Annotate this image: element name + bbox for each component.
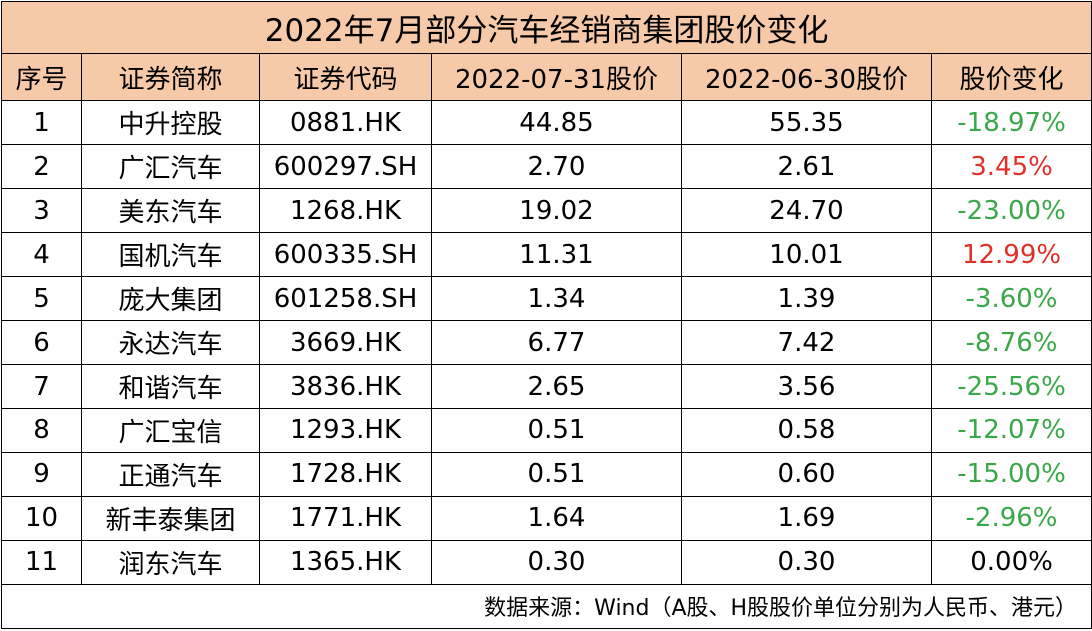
cell: 600335.SH [259,232,432,278]
cell: 0.51 [431,451,682,497]
cell: 10.01 [681,232,932,278]
cell: 永达汽车 [81,320,260,366]
header-cell: 证券代码 [259,53,432,102]
cell: 24.70 [681,188,932,234]
cell: 国机汽车 [81,232,260,278]
cell: 1.34 [431,276,682,322]
cell: 1268.HK [259,188,432,234]
data-row: 6 永达汽车 3669.HK 6.77 7.42 -8.76% [1,320,1092,366]
cell: 庞大集团 [81,276,260,322]
cell: 19.02 [431,188,682,234]
cell: 1.39 [681,276,932,322]
cell: 新丰泰集团 [81,495,260,541]
cell: 0.30 [681,539,932,585]
cell: 2.61 [681,144,932,190]
cell: -3.60% [930,276,1092,322]
cell: 3.56 [681,364,932,409]
cell: -2.96% [930,495,1092,541]
cell: 1365.HK [259,539,432,585]
cell: 3.45% [930,144,1092,190]
cell: 润东汽车 [81,539,260,585]
cell: 8 [1,407,82,453]
cell: 0.51 [431,407,682,453]
cell: 1 [1,100,82,146]
cell: 7 [1,364,82,409]
cell: 广汇汽车 [81,144,260,190]
title-row: 2022年7月部分汽车经销商集团股价变化 [0,0,1092,55]
data-row: 11 润东汽车 1365.HK 0.30 0.30 0.00% [1,539,1092,585]
cell: -15.00% [930,451,1092,497]
cell: 正通汽车 [81,451,260,497]
cell: 6 [1,320,82,366]
source-note: 数据来源：Wind（A股、H股股价单位分别为人民币、港元） [0,583,1092,630]
cell: 1293.HK [259,407,432,453]
cell: 601258.SH [259,276,432,322]
data-row: 8 广汇宝信 1293.HK 0.51 0.58 -12.07% [1,407,1092,453]
cell: 11.31 [431,232,682,278]
header-cell: 序号 [1,53,82,102]
cell: 0.00% [930,539,1092,585]
cell: 3669.HK [259,320,432,366]
data-row: 10 新丰泰集团 1771.HK 1.64 1.69 -2.96% [1,495,1092,541]
data-row: 5 庞大集团 601258.SH 1.34 1.39 -3.60% [1,276,1092,322]
cell: 7.42 [681,320,932,366]
cell: 4 [1,232,82,278]
header-cell: 股价变化 [930,53,1092,102]
header-cell: 2022-06-30股价 [681,53,932,102]
cell: 6.77 [431,320,682,366]
data-row: 2 广汇汽车 600297.SH 2.70 2.61 3.45% [1,144,1092,190]
cell: 5 [1,276,82,322]
cell: 0.60 [681,451,932,497]
cell: 0.30 [431,539,682,585]
data-row: 1 中升控股 0881.HK 44.85 55.35 -18.97% [1,100,1092,146]
data-row: 7 和谐汽车 3836.HK 2.65 3.56 -25.56% [1,364,1092,409]
cell: 0881.HK [259,100,432,146]
data-row: 9 正通汽车 1728.HK 0.51 0.60 -15.00% [1,451,1092,497]
cell: -23.00% [930,188,1092,234]
cell: 12.99% [930,232,1092,278]
footer-row: 数据来源：Wind（A股、H股股价单位分别为人民币、港元） [0,583,1092,630]
cell: 600297.SH [259,144,432,190]
cell: 和谐汽车 [81,364,260,409]
cell: -18.97% [930,100,1092,146]
cell: 广汇宝信 [81,407,260,453]
data-row: 4 国机汽车 600335.SH 11.31 10.01 12.99% [1,232,1092,278]
cell: 55.35 [681,100,932,146]
cell: -25.56% [930,364,1092,409]
cell: -8.76% [930,320,1092,366]
cell: 2 [1,144,82,190]
cell: 1.64 [431,495,682,541]
header-cell: 2022-07-31股价 [431,53,682,102]
cell: 2.65 [431,364,682,409]
title: 2022年7月部分汽车经销商集团股价变化 [0,0,1092,55]
cell: 1771.HK [259,495,432,541]
cell: 1.69 [681,495,932,541]
cell: 2.70 [431,144,682,190]
cell: 3836.HK [259,364,432,409]
cell: 9 [1,451,82,497]
header-row: 序号 证券简称 证券代码 2022-07-31股价 2022-06-30股价 股价变化 [1,53,1092,102]
cell: 中升控股 [81,100,260,146]
header-cell: 证券简称 [81,53,260,102]
cell: 10 [1,495,82,541]
cell: 3 [1,188,82,234]
data-row: 3 美东汽车 1268.HK 19.02 24.70 -23.00% [1,188,1092,234]
cell: 0.58 [681,407,932,453]
cell: 44.85 [431,100,682,146]
cell: 11 [1,539,82,585]
cell: 1728.HK [259,451,432,497]
cell: -12.07% [930,407,1092,453]
cell: 美东汽车 [81,188,260,234]
